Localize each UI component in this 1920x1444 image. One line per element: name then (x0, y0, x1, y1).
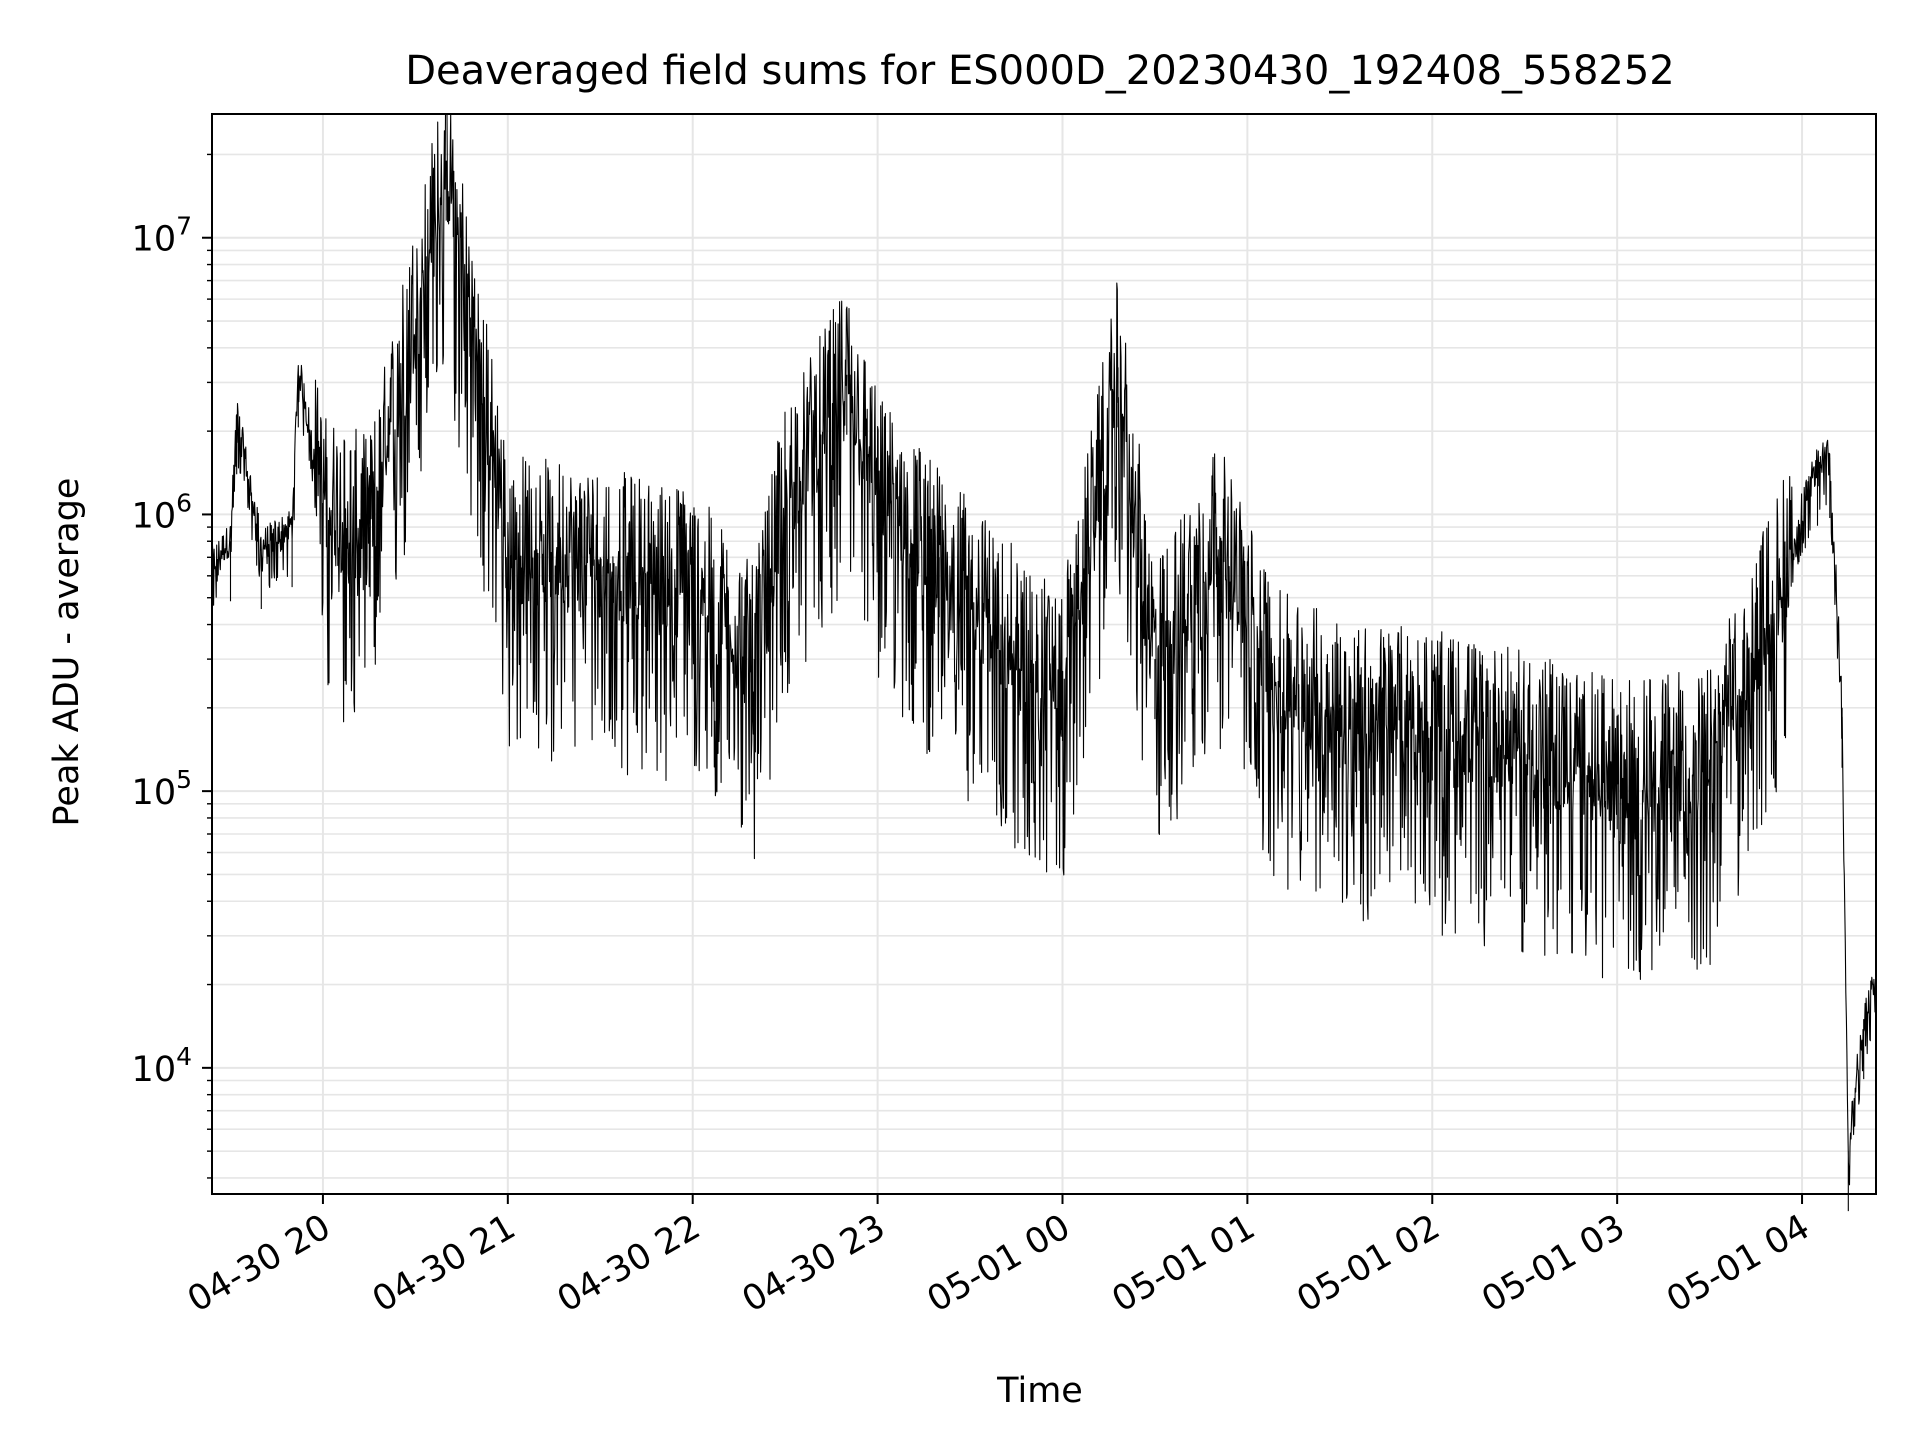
plot-area (211, 113, 1877, 1212)
y-tick-label-exponent: 5 (176, 765, 192, 794)
data-series-line (211, 113, 1877, 1212)
y-tick-label: 106 (132, 488, 192, 536)
y-tick-label-exponent: 4 (176, 1042, 192, 1071)
x-axis-label: Time (996, 1371, 1083, 1411)
y-tick-label-base: 10 (132, 1050, 177, 1090)
y-tick-label-base: 10 (132, 496, 177, 536)
y-tick-label-exponent: 6 (176, 488, 192, 517)
y-tick-label: 107 (132, 212, 192, 260)
y-tick-label: 104 (132, 1042, 192, 1090)
chart-title: Deaveraged field sums for ES000D_2023043… (405, 48, 1675, 94)
y-tick-label: 105 (132, 765, 192, 813)
plot-frame (211, 113, 1877, 1195)
y-axis-label: Peak ADU - average (47, 478, 87, 827)
y-tick-label-base: 10 (132, 773, 177, 813)
y-tick-label-base: 10 (132, 220, 177, 260)
major-gridlines (212, 114, 1876, 1194)
y-tick-label-exponent: 7 (176, 212, 192, 241)
